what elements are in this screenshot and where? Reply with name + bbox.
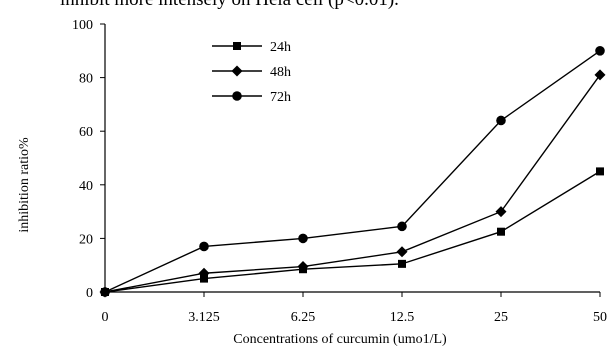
data-point-48h — [396, 246, 408, 258]
series-lines — [104, 50, 601, 293]
x-tick-label: 0 — [102, 310, 109, 325]
legend-label-48h: 48h — [270, 65, 291, 80]
chart-axes — [104, 24, 600, 293]
y-axis-ticks: 0 20 40 60 80 100 — [72, 18, 105, 301]
x-tick-label: 12.5 — [390, 310, 415, 325]
y-axis-title: inhibition ratio% — [17, 137, 32, 233]
data-point-48h — [198, 267, 210, 279]
data-point-24h — [398, 259, 406, 268]
legend-marker-48h — [231, 65, 243, 77]
y-tick-label: 80 — [79, 72, 93, 87]
data-point-72h — [496, 115, 506, 126]
data-point-72h — [100, 287, 110, 297]
data-point-72h — [397, 221, 407, 232]
data-point-48h — [297, 261, 309, 273]
x-tick-label: 50 — [593, 310, 607, 325]
series-line-24h — [104, 170, 601, 293]
x-tick-label: 3.125 — [188, 310, 220, 325]
series-line-48h — [104, 74, 601, 293]
legend: 24h 48h 72h — [212, 40, 291, 105]
x-axis-ticks: 0 3.125 6.25 12.5 25 50 — [102, 292, 607, 325]
legend-label-72h: 72h — [270, 90, 291, 105]
legend-label-24h: 24h — [270, 40, 291, 55]
y-tick-label: 100 — [72, 18, 93, 33]
data-point-72h — [298, 233, 308, 244]
y-tick-label: 20 — [79, 232, 93, 247]
y-tick-label: 60 — [79, 125, 93, 140]
data-point-48h — [594, 69, 606, 81]
data-point-24h — [596, 167, 604, 176]
x-axis-title: Concentrations of curcumin (umo1/L) — [233, 332, 447, 347]
y-tick-label: 0 — [86, 286, 93, 301]
series-line-72h — [104, 50, 601, 293]
legend-marker-72h — [232, 91, 242, 101]
caption-fragment: inhibit more intensely on Hela cell (p<0… — [60, 0, 399, 9]
y-tick-label: 40 — [79, 179, 93, 194]
data-point-24h — [497, 227, 505, 236]
x-tick-label: 25 — [494, 310, 508, 325]
legend-marker-24h — [233, 42, 241, 50]
data-point-72h — [199, 241, 209, 252]
x-tick-label: 6.25 — [291, 310, 316, 325]
data-point-48h — [495, 206, 507, 218]
data-point-72h — [595, 46, 605, 56]
series-markers — [99, 46, 606, 298]
